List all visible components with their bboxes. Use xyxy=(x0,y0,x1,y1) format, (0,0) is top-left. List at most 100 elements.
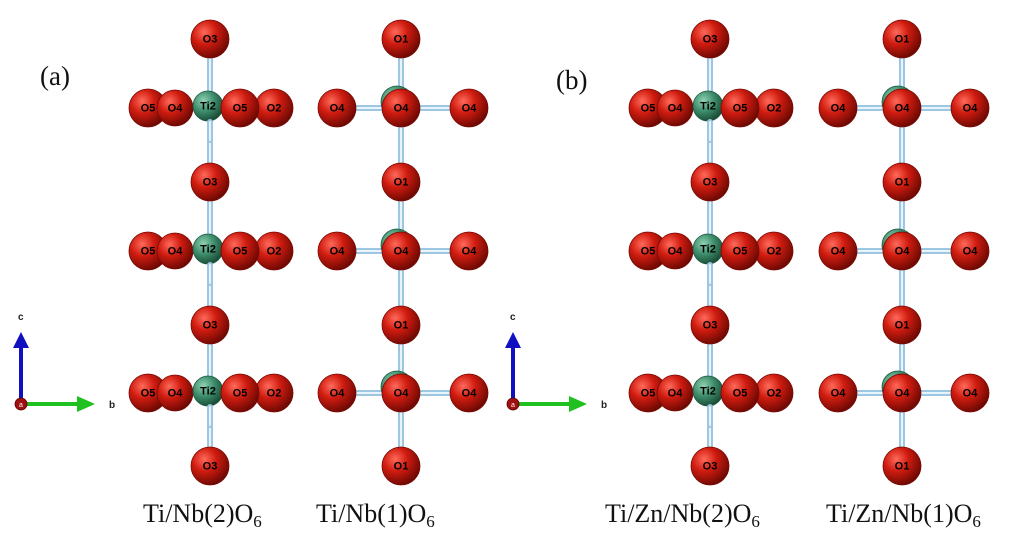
ring-atom-0-0-0-3: O2 xyxy=(254,88,294,128)
apex-atom-1-0-2-sphere xyxy=(690,305,730,345)
ring-atom-0-1-0-1-label: O4 xyxy=(394,103,410,115)
bottom-atom-0-1-label: O1 xyxy=(394,461,409,473)
ring-atom-1-1-1-2-sphere xyxy=(950,231,990,271)
ring-atom-0-0-0-3-label: O2 xyxy=(267,103,282,115)
ring-atom-1-1-1-1-sphere xyxy=(882,231,922,271)
b-axis-label: b xyxy=(601,400,607,411)
bottom-atom-0-0: O3 xyxy=(190,446,230,486)
ring-atom-1-0-0-2: O5 xyxy=(720,88,760,128)
caption-ti-nb1-o6: Ti/Nb(1)O6 xyxy=(316,499,435,531)
ring-atom-0-1-0-1: O4 xyxy=(381,88,421,128)
ring-atom-1-0-0-1: O4 xyxy=(656,89,694,127)
apex-atom-0-0-0-sphere xyxy=(190,19,230,59)
ring-atom-1-1-1-1-label: O4 xyxy=(895,246,911,258)
bottom-atom-1-0-label: O3 xyxy=(703,461,718,473)
ring-atom-1-1-2-2: O4 xyxy=(950,373,990,413)
apex-atom-1-1-2: O1 xyxy=(882,305,922,345)
ring-atom-1-0-1-2-label: O5 xyxy=(733,246,748,258)
apex-atom-1-1-2-label: O1 xyxy=(895,320,910,332)
b-axis-arrowhead xyxy=(77,396,95,412)
ring-atom-0-1-0-0-label: O4 xyxy=(330,103,346,115)
ring-atom-1-0-0-2-sphere xyxy=(720,88,760,128)
apex-atom-0-0-1-label: O3 xyxy=(203,177,218,189)
ring-atom-0-1-1-2-label: O4 xyxy=(462,246,478,258)
ring-atom-0-0-1-1-label: O4 xyxy=(168,246,184,258)
metal-atom-0-0-0-label: Ti2 xyxy=(200,101,216,113)
ring-atom-1-0-2-2-label: O5 xyxy=(733,388,748,400)
bottom-atom-0-0-sphere xyxy=(190,446,230,486)
ring-atom-0-0-2-3: O2 xyxy=(254,373,294,413)
c-axis-arrowhead xyxy=(505,332,521,348)
ring-atom-1-0-1-0-label: O5 xyxy=(641,246,656,258)
ring-atom-0-1-0-2-sphere xyxy=(449,88,489,128)
ring-atom-0-0-1-1: O4 xyxy=(156,232,194,270)
ring-atom-0-0-0-2: O5 xyxy=(220,88,260,128)
ring-atom-1-1-2-2-label: O4 xyxy=(963,388,979,400)
caption-ti-zn-nb1-o6: Ti/Zn/Nb(1)O6 xyxy=(826,499,981,531)
apex-atom-1-0-0-sphere xyxy=(690,19,730,59)
apex-atom-0-1-2: O1 xyxy=(381,305,421,345)
ring-atom-1-1-2-1-label: O4 xyxy=(895,388,911,400)
bottom-atom-1-0-sphere xyxy=(690,446,730,486)
ring-atom-1-1-2-2-sphere xyxy=(950,373,990,413)
apex-atom-1-0-0: O3 xyxy=(690,19,730,59)
ring-atom-0-1-2-0-sphere xyxy=(317,373,357,413)
apex-atom-1-1-0-sphere xyxy=(882,19,922,59)
ring-atom-0-0-2-1-label: O4 xyxy=(168,388,184,400)
ring-atom-1-0-1-3: O2 xyxy=(754,231,794,271)
ring-atom-1-1-0-1-sphere xyxy=(882,88,922,128)
ring-atom-1-1-0-2: O4 xyxy=(950,88,990,128)
ring-atom-1-0-2-1-label: O4 xyxy=(668,388,684,400)
ring-atom-1-0-2-3-label: O2 xyxy=(767,388,782,400)
apex-atom-1-1-1-label: O1 xyxy=(895,177,910,189)
metal-atom-0-0-0: Ti2 xyxy=(192,90,224,122)
ring-atom-0-1-1-0: O4 xyxy=(317,231,357,271)
ring-atom-0-0-2-1: O4 xyxy=(156,374,194,412)
ring-atom-0-0-1-0-label: O5 xyxy=(141,246,156,258)
metal-atom-0-0-2: Ti2 xyxy=(192,375,224,407)
ring-atom-0-0-2-0: O5 xyxy=(128,373,168,413)
ring-atom-0-0-0-0-label: O5 xyxy=(141,103,156,115)
ring-atom-1-1-1-0-label: O4 xyxy=(831,246,847,258)
ring-atom-1-0-2-0-label: O5 xyxy=(641,388,656,400)
ring-atom-1-1-1-1: O4 xyxy=(882,231,922,271)
panel-a-label: (a) xyxy=(40,61,70,91)
ring-atom-0-1-0-0: O4 xyxy=(317,88,357,128)
apex-atom-0-1-2-label: O1 xyxy=(394,320,409,332)
ring-atom-1-1-0-1: O4 xyxy=(882,88,922,128)
ring-atom-0-1-2-2: O4 xyxy=(449,373,489,413)
ring-atom-1-0-2-2: O5 xyxy=(720,373,760,413)
a-axis-label: a xyxy=(511,402,515,409)
c-axis-arrowhead xyxy=(13,332,29,348)
apex-atom-0-0-2: O3 xyxy=(190,305,230,345)
c-axis-label: c xyxy=(18,312,24,323)
ring-atom-1-0-0-1-label: O4 xyxy=(668,103,684,115)
ring-atom-0-1-2-1-label: O4 xyxy=(394,388,410,400)
apex-atom-0-0-2-sphere xyxy=(190,305,230,345)
ring-atom-0-1-0-1-sphere xyxy=(381,88,421,128)
ring-atom-1-1-2-1: O4 xyxy=(882,373,922,413)
ring-atom-1-1-1-2-label: O4 xyxy=(963,246,979,258)
ring-atom-0-0-2-2-label: O5 xyxy=(233,388,248,400)
ring-atom-1-0-1-3-label: O2 xyxy=(767,246,782,258)
octahedra-chains: O3 O5 O4 O2 Ti2 O5 O3 O5 O4 O2 Ti2 O5 O3 O5 O4 O2 Ti2 O5 O… xyxy=(128,19,990,486)
apex-atom-1-1-1: O1 xyxy=(882,162,922,202)
apex-atom-1-0-2: O3 xyxy=(690,305,730,345)
ring-atom-1-1-1-0-sphere xyxy=(818,231,858,271)
apex-atom-1-0-1: O3 xyxy=(690,162,730,202)
ring-atom-1-0-0-3-label: O2 xyxy=(767,103,782,115)
bottom-atom-1-1-label: O1 xyxy=(895,461,910,473)
structure-0-1: O1 O4 O4 O4 O1 O4 O4 O4 O1 O4 O4 O4 O1 xyxy=(317,19,489,486)
ring-atom-1-1-2-0-sphere xyxy=(818,373,858,413)
ring-atom-0-0-2-2: O5 xyxy=(220,373,260,413)
apex-atom-0-1-2-sphere xyxy=(381,305,421,345)
ring-atom-1-0-0-3: O2 xyxy=(754,88,794,128)
ring-atom-0-0-0-1: O4 xyxy=(156,89,194,127)
bottom-atom-1-0: O3 xyxy=(690,446,730,486)
caption-ti-nb2-o6: Ti/Nb(2)O6 xyxy=(143,499,262,531)
bottom-atom-0-1-sphere xyxy=(381,446,421,486)
ring-atom-1-1-2-0-label: O4 xyxy=(831,388,847,400)
a-axis-origin xyxy=(506,397,520,411)
metal-atom-0-0-2-label: Ti2 xyxy=(200,386,216,398)
